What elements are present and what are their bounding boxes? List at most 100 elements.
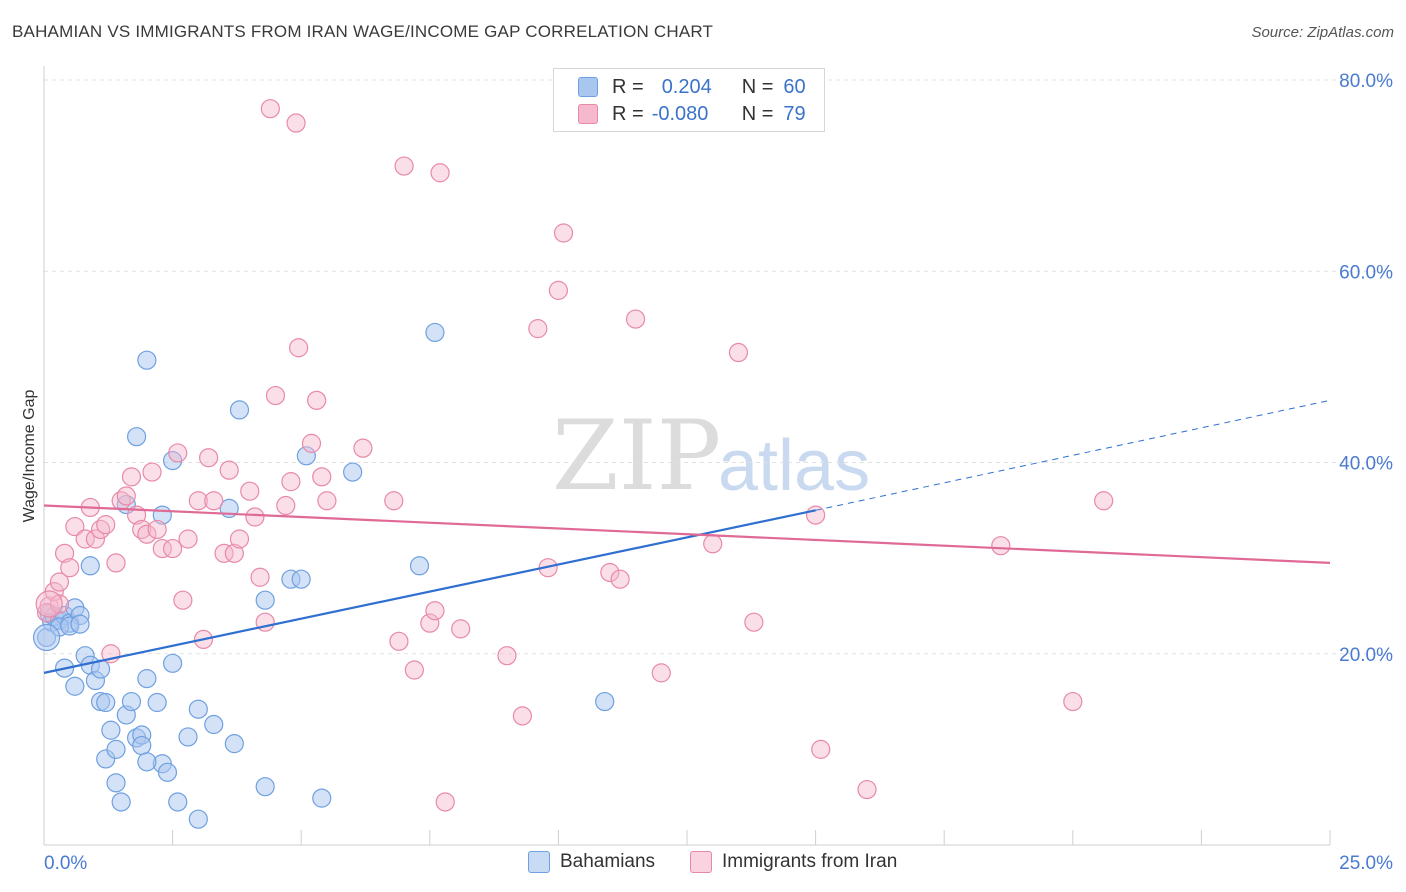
data-point-bahamians (595, 691, 615, 712)
data-point-bahamians (312, 788, 332, 808)
data-point-bahamians (32, 623, 61, 652)
data-point-iran (35, 590, 63, 618)
watermark-zip: ZIP (552, 400, 722, 512)
legend-r-label: R = (612, 102, 644, 125)
data-point-bahamians (137, 350, 157, 370)
data-point-bahamians (70, 614, 90, 634)
data-point-bahamians (137, 752, 157, 772)
data-point-bahamians (224, 734, 244, 754)
legend-item-bahamians[interactable]: Bahamians (528, 851, 655, 873)
legend-item-iran[interactable]: Immigrants from Iran (690, 851, 897, 873)
data-point-iran (199, 448, 219, 468)
data-point-iran (168, 443, 188, 463)
data-point-iran (121, 467, 142, 487)
data-point-iran (451, 619, 471, 639)
y-tick-label: 80.0% (1339, 71, 1393, 92)
data-point-bahamians (101, 720, 121, 740)
data-point-bahamians (147, 692, 167, 713)
data-point-iran (276, 495, 296, 516)
source-label: Source: ZipAtlas.com (1251, 24, 1394, 41)
data-point-bahamians (106, 773, 126, 793)
data-point-bahamians (204, 714, 224, 735)
data-point-iran (425, 601, 445, 621)
y-tick-label: 60.0% (1339, 262, 1393, 283)
data-point-iran (394, 156, 414, 176)
y-tick-label: 40.0% (1339, 454, 1393, 475)
data-point-bahamians (96, 692, 116, 713)
data-point-bahamians (65, 676, 85, 696)
data-point-bahamians (168, 792, 188, 812)
chart-title: BAHAMIAN VS IMMIGRANTS FROM IRAN WAGE/IN… (12, 22, 714, 41)
watermark-atlas: atlas (718, 426, 871, 506)
trend-line-bahamians (43, 509, 816, 674)
data-point-iran (353, 438, 373, 458)
data-point-iran (178, 529, 198, 549)
data-point-bahamians (291, 569, 311, 589)
data-point-iran (744, 612, 764, 632)
data-point-iran (512, 706, 532, 726)
data-point-iran (106, 553, 126, 573)
data-point-bahamians (255, 590, 275, 610)
data-point-iran (703, 534, 723, 554)
data-point-iran (219, 460, 239, 480)
data-point-bahamians (188, 699, 208, 719)
data-point-iran (265, 385, 286, 406)
data-point-iran (317, 491, 337, 511)
y-axis-label: Wage/Income Gap (21, 390, 38, 523)
x-tick-label: 0.0% (44, 853, 87, 874)
data-point-iran (420, 613, 440, 633)
series-iran (35, 99, 1114, 812)
data-point-iran (65, 516, 85, 537)
legend-n-value: 79 (783, 102, 806, 125)
legend-r-value: 0.204 (661, 75, 712, 98)
data-point-iran (301, 433, 322, 453)
data-point-iran (497, 646, 517, 666)
data-point-iran (85, 529, 106, 549)
data-point-iran (96, 515, 116, 535)
axes (43, 66, 1331, 846)
data-point-iran (260, 99, 280, 119)
trend-lines (43, 399, 1331, 674)
x-tick-label: 25.0% (1339, 853, 1393, 874)
data-point-bahamians (80, 556, 100, 576)
legend-r-value: -0.080 (651, 102, 709, 125)
legend-n-value: 60 (783, 75, 806, 98)
tick-labels: 20.0% 40.0% 60.0% 80.0% 0.0% 25.0% Wage/Income… (21, 71, 1393, 874)
data-point-iran (173, 590, 193, 610)
data-point-iran (651, 663, 671, 683)
data-point-bahamians (163, 653, 183, 673)
data-point-iran (553, 223, 574, 243)
legend-r-label: R = (612, 75, 644, 98)
data-point-iran (991, 536, 1011, 556)
data-point-iran (548, 280, 569, 300)
data-point-bahamians (132, 735, 152, 756)
trend-line-iran (43, 504, 1331, 565)
data-point-iran (245, 507, 265, 527)
data-point-iran (281, 472, 301, 492)
data-point-iran (224, 543, 244, 563)
data-point-iran (289, 338, 309, 358)
data-point-bahamians (409, 556, 430, 576)
data-point-iran (137, 524, 157, 544)
series-legend: Bahamians Immigrants from Iran (0, 851, 1406, 879)
legend-swatch-pink (578, 104, 598, 124)
data-point-iran (49, 572, 70, 592)
data-point-iran (152, 538, 172, 559)
grid-lines (44, 79, 1392, 655)
data-point-bahamians (137, 669, 157, 689)
data-point-bahamians (229, 400, 250, 420)
data-point-iran (857, 779, 877, 800)
data-point-iran (142, 462, 162, 482)
data-point-iran (75, 529, 95, 549)
legend-n-label: N = (741, 75, 774, 98)
data-point-bahamians (106, 739, 126, 759)
legend-label-iran: Immigrants from Iran (722, 851, 898, 872)
trend-line-bahamians-extension (815, 399, 1331, 511)
data-point-iran (250, 567, 270, 587)
data-point-bahamians (121, 691, 142, 712)
data-point-iran (229, 529, 250, 549)
data-point-iran (214, 543, 234, 563)
data-point-iran (116, 486, 136, 506)
data-point-iran (1063, 691, 1083, 712)
